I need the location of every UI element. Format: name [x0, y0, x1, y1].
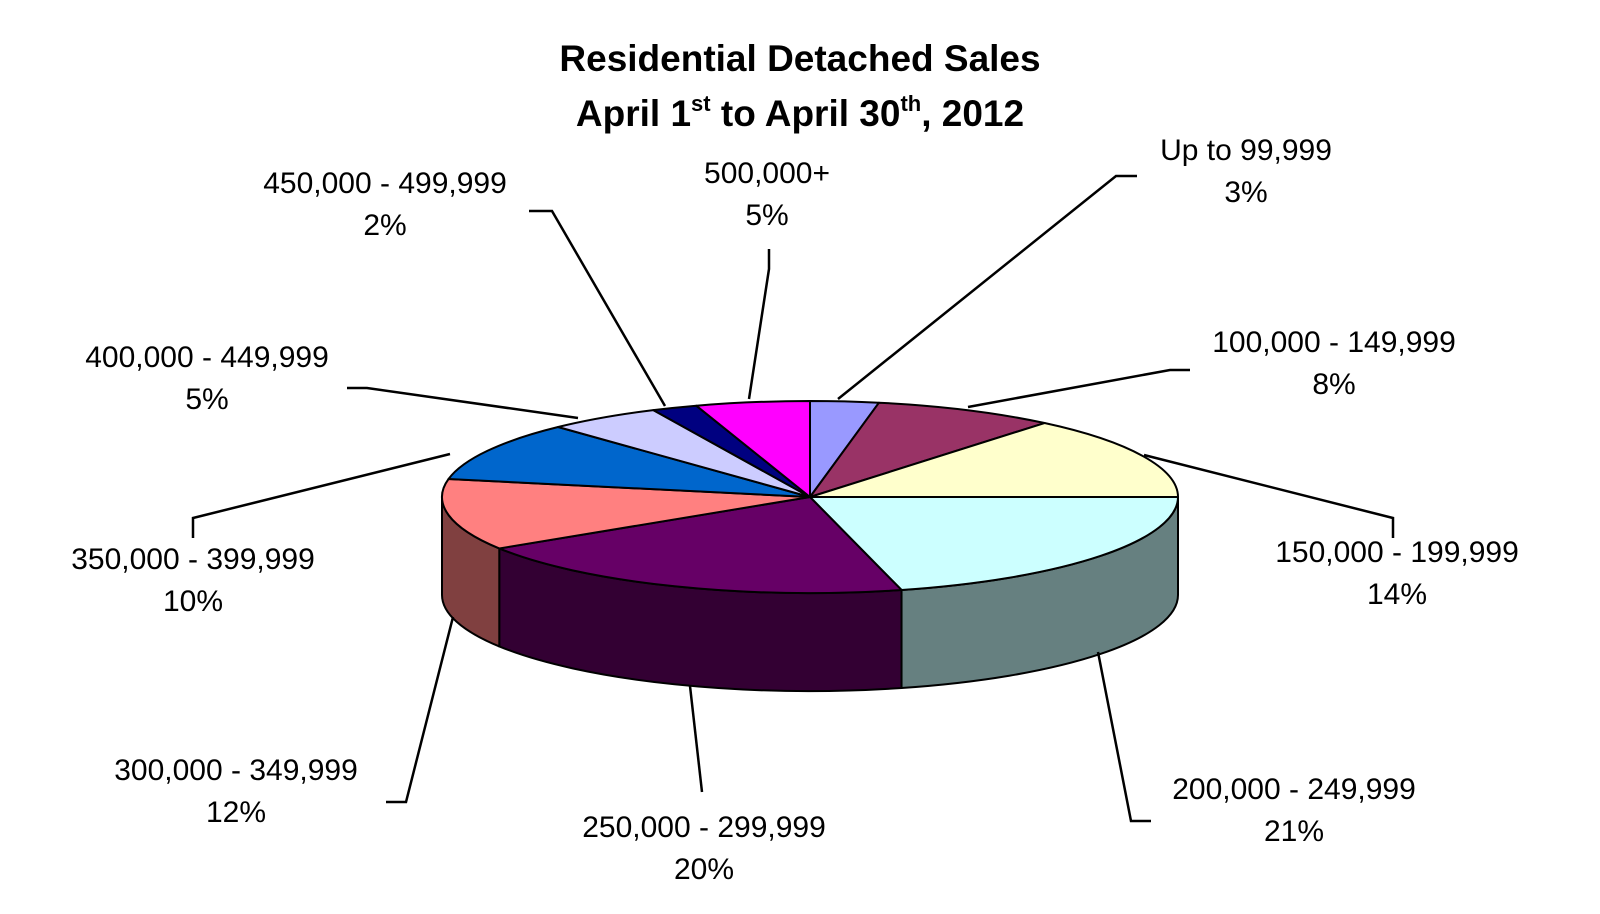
leader-line-450-000-499-999: [529, 209, 667, 407]
leader-line-300-000-349-999: [386, 616, 455, 804]
title-sup1: st: [691, 91, 711, 116]
slice-label-350-000-399-999: 350,000 - 399,999: [71, 543, 315, 576]
slice-label-250-000-299-999: 250,000 - 299,999: [582, 811, 826, 844]
slice-percent-400-000-449-999: 5%: [185, 383, 228, 416]
slice-percent-up-to-99-999: 3%: [1224, 176, 1267, 209]
slice-label-300-000-349-999: 300,000 - 349,999: [114, 754, 358, 787]
pie-slice-150-000-199-999: [809, 422, 1179, 498]
leader-line-350-000-399-999: [191, 452, 451, 538]
pie-slice-500-000: [695, 400, 811, 498]
pie-sides: [441, 496, 1179, 692]
leader-line-up-to-99-999: [837, 174, 1137, 400]
title-part1: April 1: [576, 93, 691, 134]
chart-title-line1: Residential Detached Sales: [559, 38, 1040, 79]
pie-slice-350-000-399-999: [447, 426, 811, 498]
chart-title: Residential Detached Sales April 1st to …: [559, 38, 1040, 134]
slice-label-100-000-149-999: 100,000 - 149,999: [1212, 326, 1456, 359]
title-part3: , 2012: [921, 93, 1024, 134]
pie-slice-200-000-249-999: [809, 496, 1179, 591]
pie-slice-300-000-349-999: [441, 478, 811, 550]
leader-line-200-000-249-999: [1096, 651, 1151, 823]
leader-line-400-000-449-999: [347, 386, 579, 420]
pie-slices: [441, 400, 1179, 594]
slice-percent-450-000-499-999: 2%: [363, 209, 406, 242]
leader-lines: [191, 174, 1395, 823]
slice-percent-250-000-299-999: 20%: [674, 853, 734, 886]
slice-percent-350-000-399-999: 10%: [163, 585, 223, 618]
slice-label-400-000-449-999: 400,000 - 449,999: [85, 341, 329, 374]
slice-label-200-000-249-999: 200,000 - 249,999: [1172, 773, 1416, 806]
title-part2: to April 30: [711, 93, 901, 134]
title-sup2: th: [900, 91, 921, 116]
slice-labels: Up to 99,999 3% 100,000 - 149,999 8% 150,000…: [71, 134, 1519, 886]
slice-percent-200-000-249-999: 21%: [1264, 815, 1324, 848]
slice-percent-500-000: 5%: [745, 199, 788, 232]
slice-percent-150-000-199-999: 14%: [1367, 578, 1427, 611]
slice-percent-100-000-149-999: 8%: [1312, 368, 1355, 401]
leader-line-150-000-199-999: [1143, 453, 1395, 538]
chart-title-line2: April 1st to April 30th, 2012: [576, 91, 1024, 134]
leader-line-500-000: [747, 249, 771, 400]
slice-label-450-000-499-999: 450,000 - 499,999: [263, 167, 507, 200]
slice-percent-300-000-349-999: 12%: [206, 796, 266, 829]
slice-label-up-to-99-999: Up to 99,999: [1160, 134, 1332, 167]
slice-label-150-000-199-999: 150,000 - 199,999: [1275, 536, 1519, 569]
slice-label-500-000: 500,000+: [704, 157, 830, 190]
pie-slice-250-000-299-999: [498, 496, 903, 594]
pie-slice-100-000-149-999: [809, 401, 1046, 498]
leader-line-250-000-299-999: [688, 685, 704, 793]
leader-line-100-000-149-999: [967, 368, 1190, 409]
